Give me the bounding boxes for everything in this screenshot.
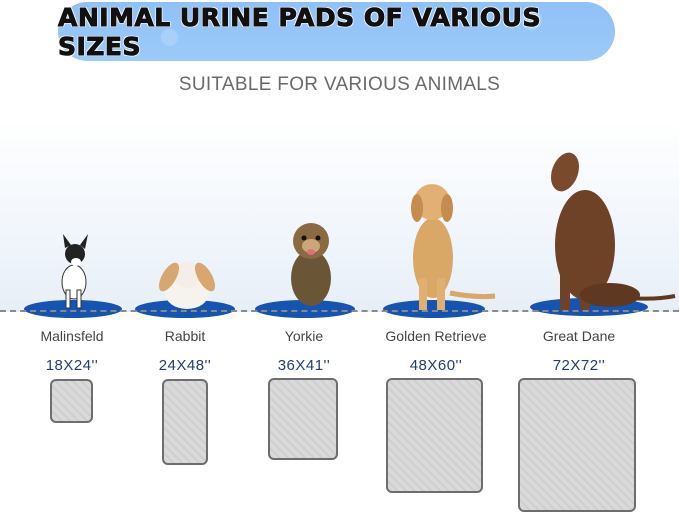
animal-label: Rabbit <box>164 328 206 344</box>
animal-label: Great Dane <box>542 328 616 344</box>
animal-label: Yorkie <box>284 328 324 344</box>
chihuahua-image <box>61 234 88 309</box>
pad-size: 18X24'' <box>45 357 99 374</box>
pad-size: 24X48'' <box>158 357 212 374</box>
mat-yorkie <box>255 300 355 318</box>
rabbit-image <box>158 262 216 309</box>
mat-golden-retriever <box>383 300 485 318</box>
pad-size: 36X41'' <box>277 357 331 374</box>
pad-size: 72X72'' <box>552 357 606 374</box>
animal-label: Malinsfeld <box>40 328 104 344</box>
mat-rabbit <box>135 300 235 318</box>
golden-retriever-image <box>411 184 496 310</box>
pad-size: 48X60'' <box>409 357 463 374</box>
title-banner: ANIMAL URINE PADS OF VARIOUS SIZES <box>58 2 615 61</box>
animal-label: Golden Retrieve <box>385 328 487 344</box>
title: ANIMAL URINE PADS OF VARIOUS SIZES <box>58 2 541 61</box>
pad-24x48 <box>162 379 208 465</box>
yorkie-image <box>291 223 331 306</box>
mat-malinsfeld <box>24 300 122 318</box>
pad-72x72 <box>518 378 636 512</box>
floor-line <box>0 310 679 312</box>
pad-36x41 <box>268 378 338 460</box>
pad-18x24 <box>50 379 93 423</box>
great-dane-image <box>550 152 676 310</box>
subtitle: SUITABLE FOR VARIOUS ANIMALS <box>178 74 501 95</box>
pad-48x60 <box>386 378 483 493</box>
